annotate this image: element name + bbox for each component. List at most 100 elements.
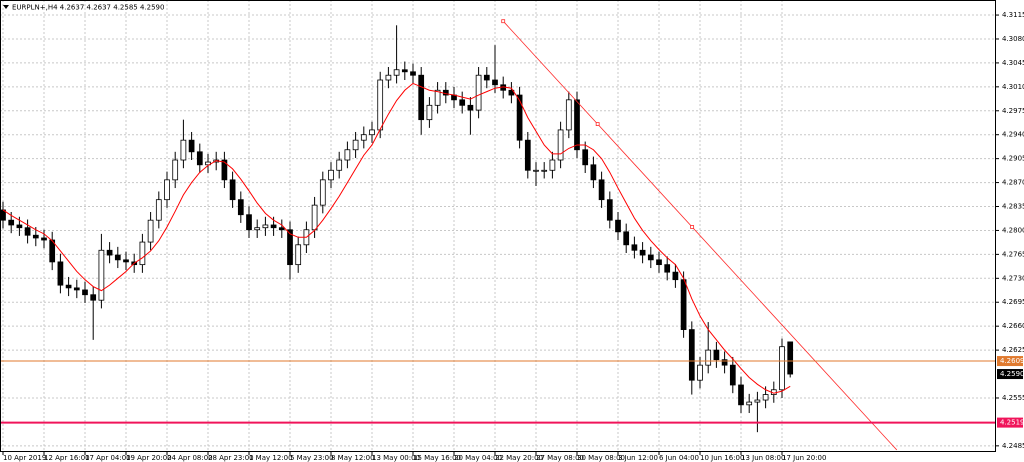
candle-body	[565, 99, 572, 131]
x-tick-label: 17 Apr 04:00	[85, 454, 131, 462]
candle-body	[426, 104, 433, 121]
trendline-handle	[690, 225, 695, 229]
candle-body	[410, 71, 416, 76]
x-tick-label: 1 May 12:00	[249, 454, 293, 462]
x-tick-label: 10 Apr 2019	[3, 454, 46, 462]
y-tick-label: 4.2940	[1002, 131, 1024, 139]
candle-body	[590, 164, 597, 181]
candle-body	[582, 149, 589, 166]
candle-body	[647, 254, 654, 261]
candle-body	[237, 199, 244, 216]
candle-body	[49, 239, 56, 263]
plot-layer	[0, 19, 996, 451]
candle-body	[352, 139, 359, 151]
candle-body	[229, 179, 236, 201]
candle-body	[73, 287, 80, 291]
candle-body	[196, 151, 203, 166]
x-tick-label: 8 May 12:00	[331, 454, 375, 462]
candle-body	[533, 169, 539, 172]
price-box-label: 4.2519	[1000, 419, 1024, 427]
candle-body	[344, 149, 351, 161]
candle-body	[697, 364, 703, 381]
candle-body	[139, 241, 146, 266]
y-tick-label: 4.2555	[1002, 394, 1024, 402]
plot-frame	[0, 0, 996, 452]
candle-body	[106, 249, 113, 256]
x-tick-label: 5 May 23:00	[290, 454, 334, 462]
candle-body	[779, 346, 785, 391]
candle-body	[360, 134, 367, 141]
candle-body	[639, 249, 646, 256]
candle-body	[205, 161, 211, 166]
candle-body	[114, 254, 121, 261]
x-tick-label: 13 May 00:00	[372, 454, 420, 462]
y-tick-label: 4.3115	[1002, 11, 1024, 19]
y-tick-label: 4.2625	[1002, 346, 1024, 354]
price-box	[997, 356, 1023, 367]
candle-body	[188, 139, 195, 153]
candle-body	[254, 227, 261, 231]
candle-body	[606, 199, 613, 221]
last-price-box	[997, 369, 1023, 380]
candle-body	[615, 219, 621, 233]
candle-body	[295, 244, 302, 266]
candle-body	[729, 364, 736, 386]
y-tick-label: 4.2975	[1002, 107, 1024, 115]
candle-body	[557, 129, 564, 161]
candle-body	[336, 159, 343, 171]
trendline	[502, 20, 898, 451]
candle-body	[385, 74, 392, 81]
candle-body	[16, 224, 23, 229]
candle-body	[721, 359, 728, 366]
y-tick-label: 4.2800	[1002, 226, 1024, 234]
candle-body	[319, 179, 326, 206]
last-price-label: 4.2590	[1000, 370, 1024, 378]
candle-body	[8, 219, 15, 226]
y-tick-label: 4.3010	[1002, 83, 1024, 91]
candle-body	[524, 139, 531, 171]
candle-body	[262, 224, 269, 229]
y-tick-label: 4.2765	[1002, 250, 1024, 258]
candle-body	[369, 129, 375, 136]
symbol-menu-icon[interactable]	[3, 5, 9, 9]
price-box-label: 4.2609	[1000, 357, 1024, 365]
x-tick-label: 13 Jun 08:00	[741, 454, 785, 462]
chart-title: EURPLN+,H4 4.2637 4.2637 4.2585 4.2590	[12, 4, 164, 12]
x-tick-label: 20 May 04:00	[454, 454, 502, 462]
x-tick-label: 17 Jun 20:00	[782, 454, 826, 462]
trendline-handle	[501, 19, 506, 24]
candle-body	[713, 349, 720, 361]
candle-body	[278, 227, 285, 231]
candle-body	[631, 244, 638, 251]
candle-body	[541, 169, 548, 172]
candle-body	[418, 74, 425, 121]
x-tick-label: 3 Jun 12:00	[618, 454, 658, 462]
y-tick-label: 4.2730	[1002, 274, 1024, 282]
candle-body	[57, 261, 64, 286]
x-tick-label: 15 May 16:00	[413, 454, 461, 462]
candle-body	[65, 284, 72, 289]
y-tick-label: 4.3080	[1002, 35, 1024, 43]
candle-body	[393, 69, 400, 76]
trendline-handle	[595, 122, 600, 126]
candle-body	[180, 139, 187, 161]
y-tick-label: 4.2835	[1002, 203, 1024, 211]
candle-body	[377, 79, 384, 131]
x-tick-label: 6 Jun 04:00	[659, 454, 699, 462]
candle-body	[172, 159, 179, 181]
candle-body	[328, 169, 334, 181]
y-tick-label: 4.2695	[1002, 298, 1024, 306]
x-tick-label: 28 Apr 23:00	[208, 454, 254, 462]
candle-body	[787, 341, 794, 375]
candle-body	[680, 279, 687, 330]
candle-body	[705, 349, 712, 366]
candle-body	[98, 249, 105, 301]
candle-body	[467, 104, 474, 111]
candle-body	[738, 384, 744, 406]
candle-body	[164, 179, 170, 201]
candle-body	[270, 224, 277, 229]
candle-body	[598, 179, 605, 201]
candle-body	[656, 259, 662, 266]
